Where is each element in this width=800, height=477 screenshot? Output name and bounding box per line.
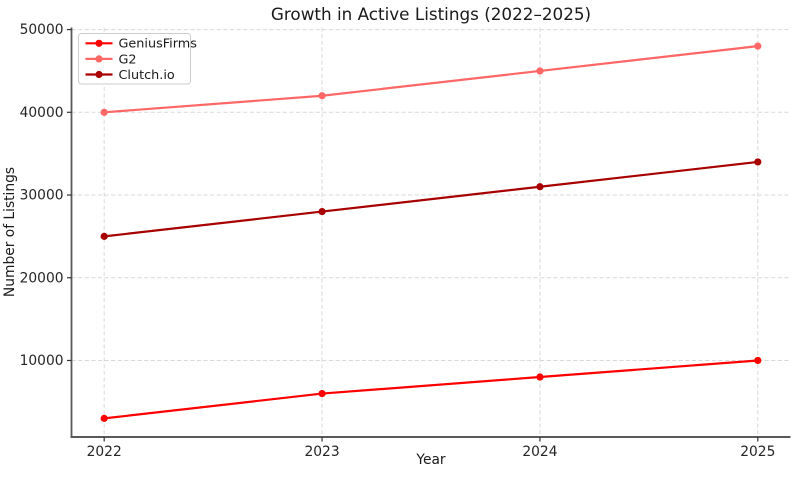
legend-marker-GeniusFirms	[95, 39, 103, 47]
y-tick-label: 40000	[20, 105, 64, 121]
data-point-G2-2023	[318, 92, 326, 100]
x-axis-label: Year	[415, 452, 446, 468]
y-axis-label: Number of Listings	[2, 167, 18, 297]
data-point-G2-2025	[754, 42, 762, 50]
data-point-GeniusFirms-2025	[754, 356, 762, 365]
legend-marker-G2	[95, 55, 103, 63]
grid-lines	[71, 27, 791, 437]
chart-title: Growth in Active Listings (2022–2025)	[271, 4, 591, 24]
legend-marker-Clutch.io	[95, 70, 103, 79]
data-point-GeniusFirms-2024	[536, 373, 544, 381]
series-line-GeniusFirms	[103, 359, 759, 420]
data-series	[100, 42, 762, 422]
legend-label-Clutch.io: Clutch.io	[119, 68, 175, 83]
data-point-Clutch.io-2023	[318, 207, 326, 216]
y-tick-label: 30000	[20, 188, 64, 204]
data-point-Clutch.io-2022	[100, 232, 108, 240]
series-line-G2	[103, 45, 759, 114]
legend-label-G2: G2	[119, 52, 137, 67]
x-tick-label: 2022	[87, 444, 122, 460]
data-point-G2-2022	[100, 108, 108, 116]
data-point-Clutch.io-2025	[754, 158, 762, 166]
y-tick-label: 50000	[20, 22, 64, 38]
data-point-Clutch.io-2024	[536, 183, 544, 191]
axes-spines	[70, 27, 791, 438]
legend-label-GeniusFirms: GeniusFirms	[119, 37, 198, 52]
legend-box	[78, 33, 191, 85]
x-tick-label: 2023	[304, 444, 339, 460]
series-line-Clutch.io	[103, 160, 759, 238]
y-tick-label: 10000	[20, 353, 64, 369]
axis-ticks: 2022 2023 2024 2025 10000 20000 30000 40000 5000…	[20, 22, 776, 460]
data-point-G2-2024	[536, 67, 544, 75]
y-tick-label: 20000	[20, 270, 64, 286]
x-tick-label: 2025	[740, 444, 775, 460]
x-tick-label: 2024	[522, 444, 557, 460]
data-point-GeniusFirms-2023	[318, 389, 326, 398]
data-point-GeniusFirms-2022	[100, 414, 108, 422]
